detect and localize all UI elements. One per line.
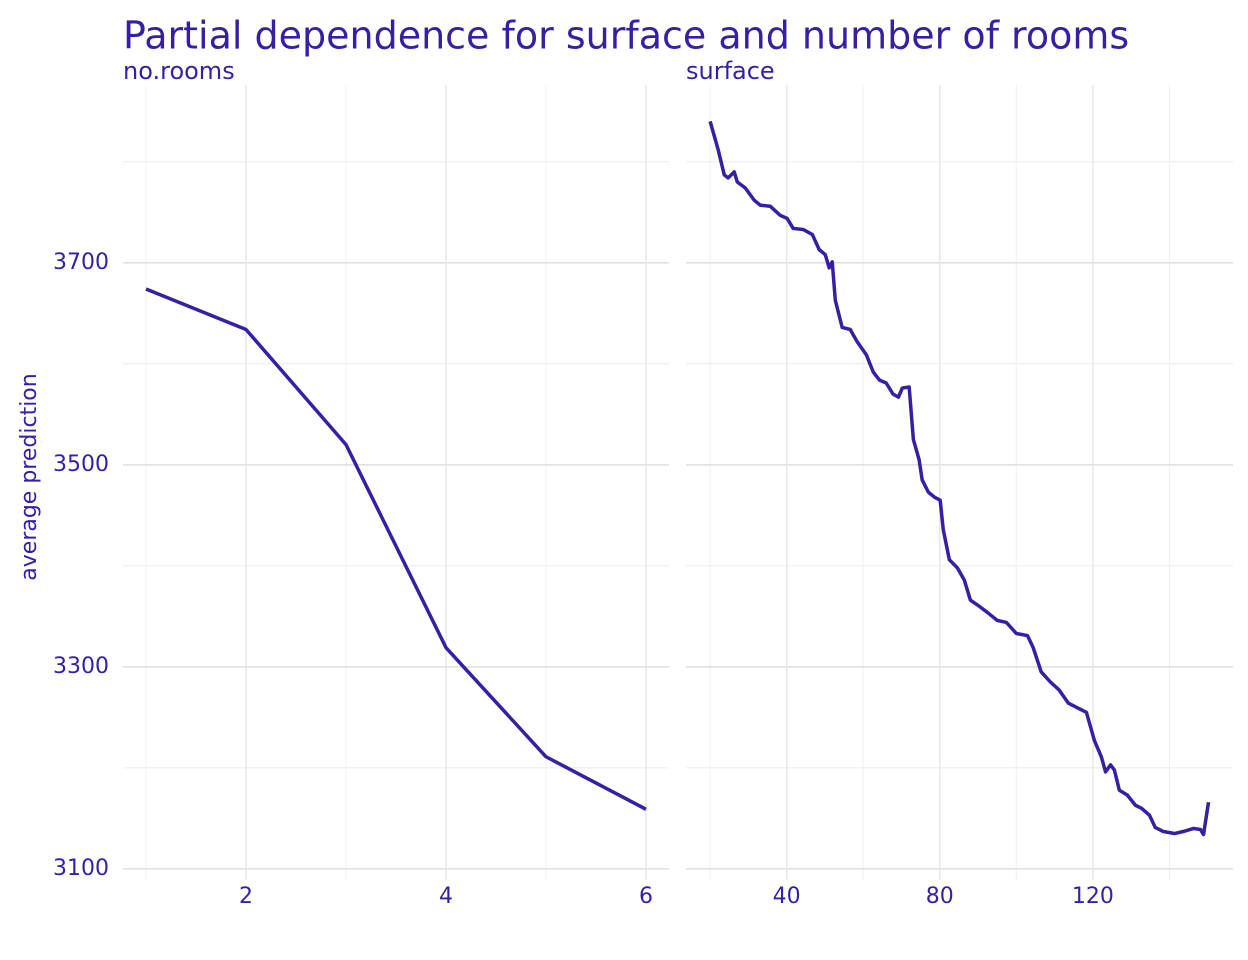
x-tick-label: 40 — [773, 884, 801, 909]
panel-title: surface — [686, 57, 775, 85]
line — [708, 120, 1211, 837]
y-tick-label: 3500 — [53, 452, 109, 477]
y-tick-label: 3100 — [53, 856, 109, 881]
y-axis-label: average prediction — [17, 373, 42, 580]
x-tick-label: 120 — [1072, 884, 1114, 909]
panel-title: no.rooms — [123, 57, 235, 85]
chart-title: Partial dependence for surface and numbe… — [123, 14, 1129, 58]
x-tick-label: 4 — [439, 884, 453, 909]
y-tick-label: 3300 — [53, 654, 109, 679]
x-tick-label: 80 — [926, 884, 954, 909]
x-tick-label: 2 — [239, 884, 253, 909]
x-tick-label: 6 — [639, 884, 653, 909]
line — [145, 287, 647, 811]
y-tick-label: 3700 — [53, 250, 109, 275]
